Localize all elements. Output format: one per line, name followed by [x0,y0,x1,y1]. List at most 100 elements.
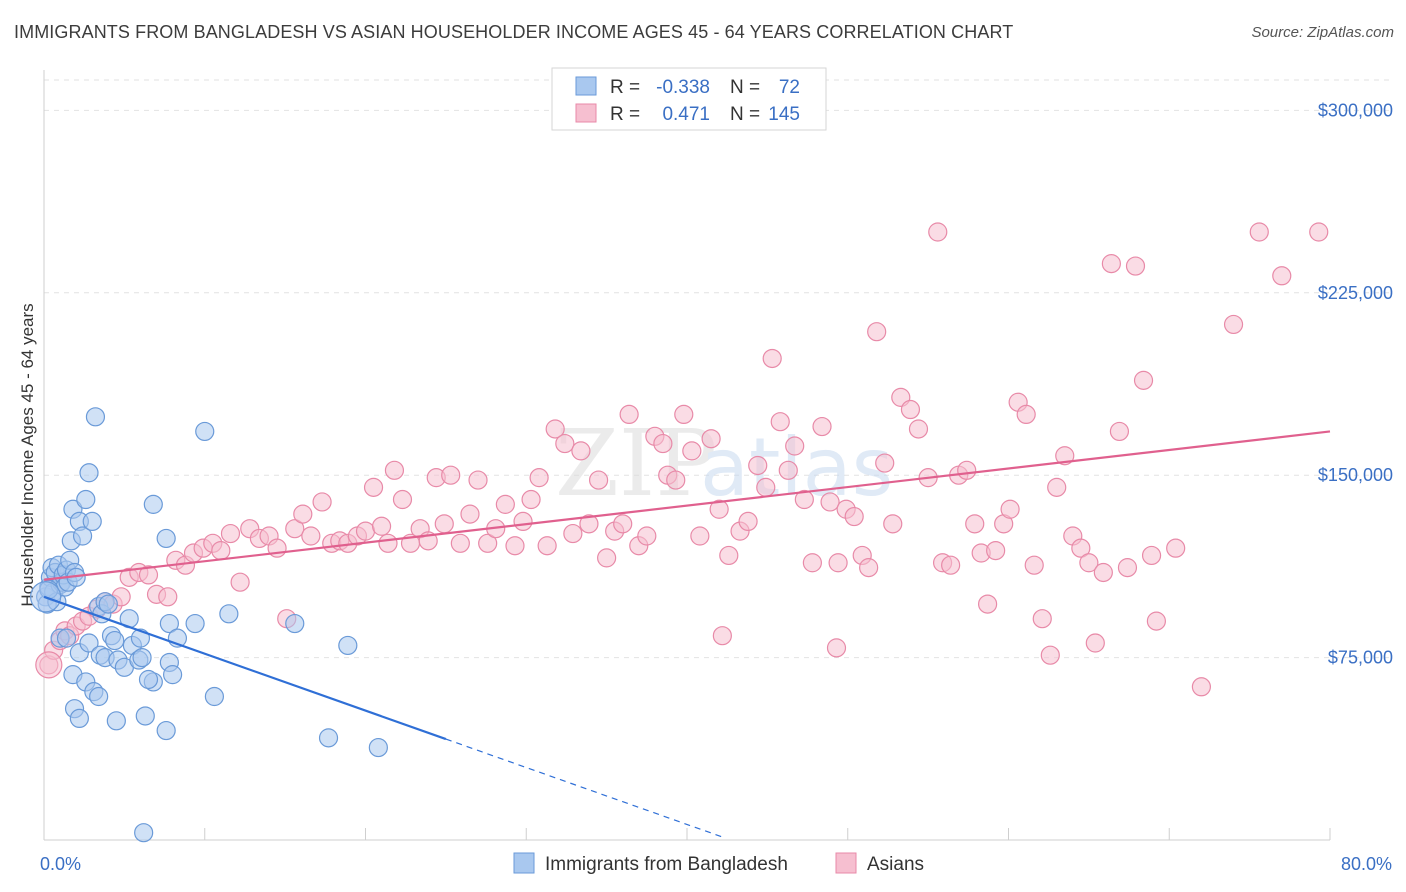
stats-n-label-pink: N = [730,104,760,125]
watermark-zip: ZIP [555,410,717,517]
data-point [1101,254,1121,274]
data-point [85,407,106,427]
data-point [156,528,176,549]
data-point [597,548,617,568]
data-point [211,540,231,561]
data-point [521,489,541,510]
x-tick-label-right: 80.0% [1341,854,1392,874]
data-point [867,322,887,342]
data-point [712,626,732,646]
y-tick-label: $225,000 [1318,283,1393,303]
data-point [363,477,384,497]
data-point [89,686,109,707]
data-point [441,465,461,485]
data-point [1272,266,1292,286]
data-point [98,594,118,614]
data-point [762,348,782,369]
data-point [220,523,241,544]
data-point [72,526,93,546]
data-point [883,514,903,534]
data-point [802,553,822,573]
data-point [785,436,805,456]
data-point [770,412,790,432]
data-point [928,222,948,242]
data-point [1016,404,1036,424]
trend-line-asians [43,430,1331,581]
data-point [579,514,599,534]
data-point [185,613,205,634]
data-point [318,728,339,748]
data-point [828,553,848,573]
data-point [1032,609,1052,629]
y-tick-label: $150,000 [1318,465,1393,485]
data-point [138,565,159,585]
data-point [1047,477,1067,497]
data-point [468,470,488,490]
data-point [285,519,305,539]
data-point [392,489,413,510]
data-point [138,669,159,690]
grid-lines [44,79,1394,659]
data-point [79,633,99,653]
x-tick-label-left: 0.0% [40,854,81,874]
data-point [1000,499,1020,519]
data-point [495,494,515,514]
data-point [738,511,758,532]
data-point [674,404,694,424]
data-point [69,708,89,729]
legend-swatch-asians [835,852,857,874]
data-point [820,492,840,512]
data-point [1040,645,1060,665]
data-point [965,514,985,534]
stats-n-value-pink: 145 [768,104,800,125]
data-point [545,419,565,439]
data-point [163,665,183,685]
stats-box-frame [551,67,827,131]
stats-r-label-blue: R = [610,77,640,98]
chart-title: IMMIGRANTS FROM BANGLADESH VS ASIAN HOUS… [14,22,1014,42]
stats-swatch-pink [575,103,597,123]
data-point [1141,545,1162,566]
data-point [378,533,398,553]
chart-source: Source: ZipAtlas.com [1251,24,1394,41]
data-point [293,504,313,524]
stats-swatch-blue [575,76,597,96]
data-point [285,613,305,634]
data-point [571,441,591,461]
data-point [1117,558,1138,578]
data-point [1071,538,1091,558]
data-point [513,511,533,532]
data-point [1109,421,1130,442]
data-point [1079,553,1099,573]
legend-swatch-bangladesh [513,852,535,874]
data-point [844,506,864,527]
data-point [719,545,739,566]
data-point [826,638,847,658]
data-point [106,711,126,731]
y-axis-title: Householder Income Ages 45 - 64 years [18,303,37,606]
asians-points [35,222,1329,697]
data-point [637,526,657,546]
data-point [986,540,1006,561]
data-point [1133,370,1154,390]
stats-n-value-blue: 72 [779,77,800,98]
data-point [941,555,961,575]
data-point [957,460,977,480]
stats-r-value-pink: 0.471 [662,104,710,125]
trend-line-bangladesh [43,595,447,741]
data-point [1309,222,1329,242]
trend-line-bangladesh-extension [445,738,725,839]
data-point [875,453,895,473]
data-point [682,441,702,461]
data-point [35,651,63,679]
stats-r-value-blue: -0.338 [656,77,710,98]
data-point [756,477,776,497]
data-point [778,460,798,480]
data-point [709,499,729,519]
data-point [563,523,583,544]
data-point [1055,446,1075,466]
data-point [79,463,99,483]
data-point [529,468,549,488]
data-point [460,504,480,524]
data-point [1249,222,1269,242]
